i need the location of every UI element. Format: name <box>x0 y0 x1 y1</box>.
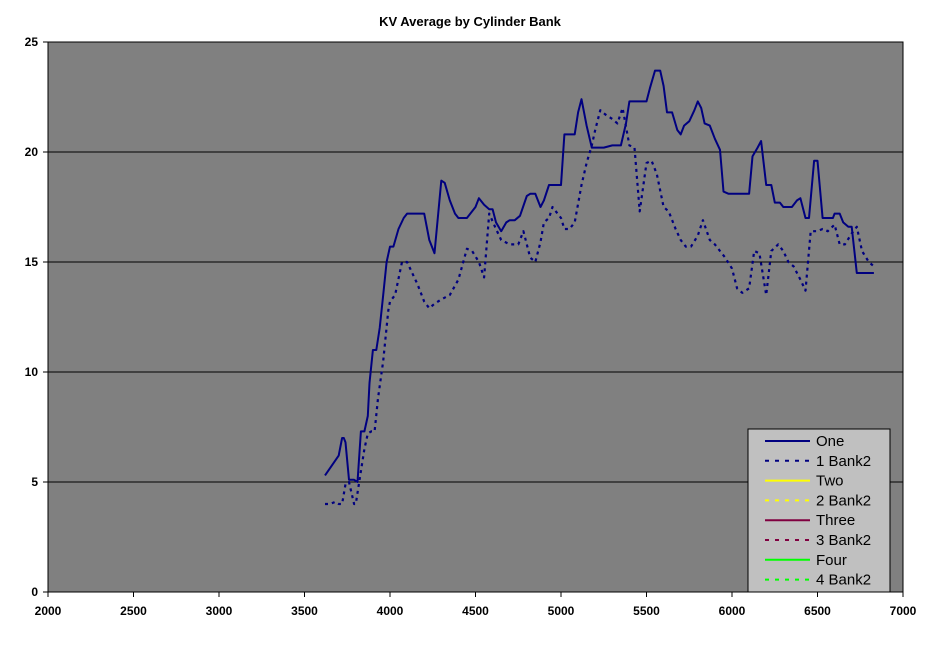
y-tick-label: 0 <box>31 585 38 599</box>
legend-label: Three <box>816 512 855 529</box>
x-tick-label: 6000 <box>719 604 746 618</box>
series-layer <box>324 69 875 506</box>
legend-label: Two <box>816 473 844 490</box>
series-line-1 <box>324 69 874 483</box>
y-tick-label: 20 <box>25 145 39 159</box>
x-tick-label: 2000 <box>35 604 62 618</box>
y-tick-label: 25 <box>25 35 39 49</box>
legend-label: Four <box>816 552 847 569</box>
x-tick-label: 6500 <box>804 604 831 618</box>
legend-label: One <box>816 433 844 450</box>
x-tick-label: 3000 <box>206 604 233 618</box>
x-tick-label: 3500 <box>291 604 318 618</box>
x-tick-label: 5000 <box>548 604 575 618</box>
axis-ticks: 0 5 10 15 20 25 2000 2500 3000 3500 4000 4500 5000 55… <box>25 35 917 618</box>
y-tick-label: 15 <box>25 255 39 269</box>
x-tick-label: 7000 <box>890 604 917 618</box>
legend-label: 2 Bank2 <box>816 492 871 509</box>
x-tick-label: 5500 <box>633 604 660 618</box>
legend-label: 1 Bank2 <box>816 453 871 470</box>
legend-label: 3 Bank2 <box>816 532 871 549</box>
x-tick-label: 4000 <box>377 604 404 618</box>
legend-label: 4 Bank2 <box>816 572 871 589</box>
x-tick-label: 4500 <box>462 604 489 618</box>
y-tick-label: 5 <box>31 475 38 489</box>
chart-title: KV Average by Cylinder Bank <box>379 14 562 29</box>
x-tick-label: 2500 <box>120 604 147 618</box>
legend-box <box>747 428 891 593</box>
legend: One 1 Bank2 Two 2 Bank2 Three 3 Bank2 Four 4 Ba… <box>747 428 891 593</box>
series-line-2 <box>325 106 875 506</box>
y-tick-label: 10 <box>25 365 39 379</box>
